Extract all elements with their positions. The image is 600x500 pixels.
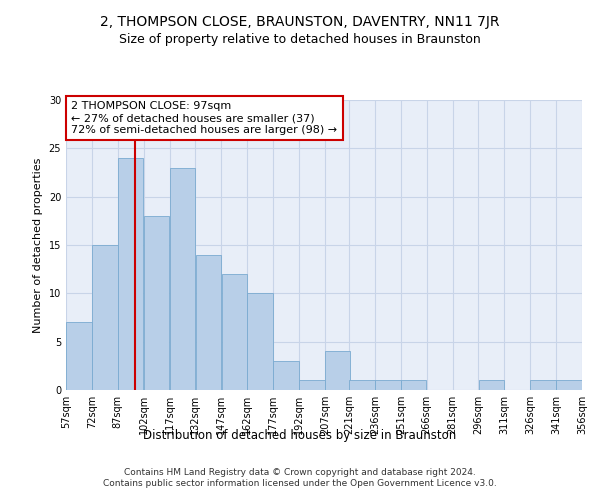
Bar [375, 380, 401, 390]
Text: 2 THOMPSON CLOSE: 97sqm
← 27% of detached houses are smaller (37)
72% of semi-de: 2 THOMPSON CLOSE: 97sqm ← 27% of detache… [71, 102, 337, 134]
Bar [401, 380, 427, 390]
Text: Contains HM Land Registry data © Crown copyright and database right 2024.
Contai: Contains HM Land Registry data © Crown c… [103, 468, 497, 487]
Bar [556, 380, 582, 390]
Bar [196, 254, 221, 390]
Bar [530, 380, 556, 390]
Bar [221, 274, 247, 390]
Text: 2, THOMPSON CLOSE, BRAUNSTON, DAVENTRY, NN11 7JR: 2, THOMPSON CLOSE, BRAUNSTON, DAVENTRY, … [100, 15, 500, 29]
Bar [479, 380, 504, 390]
Bar [66, 322, 92, 390]
Bar [118, 158, 143, 390]
Y-axis label: Number of detached properties: Number of detached properties [33, 158, 43, 332]
Bar [349, 380, 374, 390]
Text: Size of property relative to detached houses in Braunston: Size of property relative to detached ho… [119, 32, 481, 46]
Bar [144, 216, 169, 390]
Bar [299, 380, 325, 390]
Text: Distribution of detached houses by size in Braunston: Distribution of detached houses by size … [143, 428, 457, 442]
Bar [92, 245, 118, 390]
Bar [274, 361, 299, 390]
Bar [170, 168, 195, 390]
Bar [247, 294, 273, 390]
Bar [325, 352, 350, 390]
